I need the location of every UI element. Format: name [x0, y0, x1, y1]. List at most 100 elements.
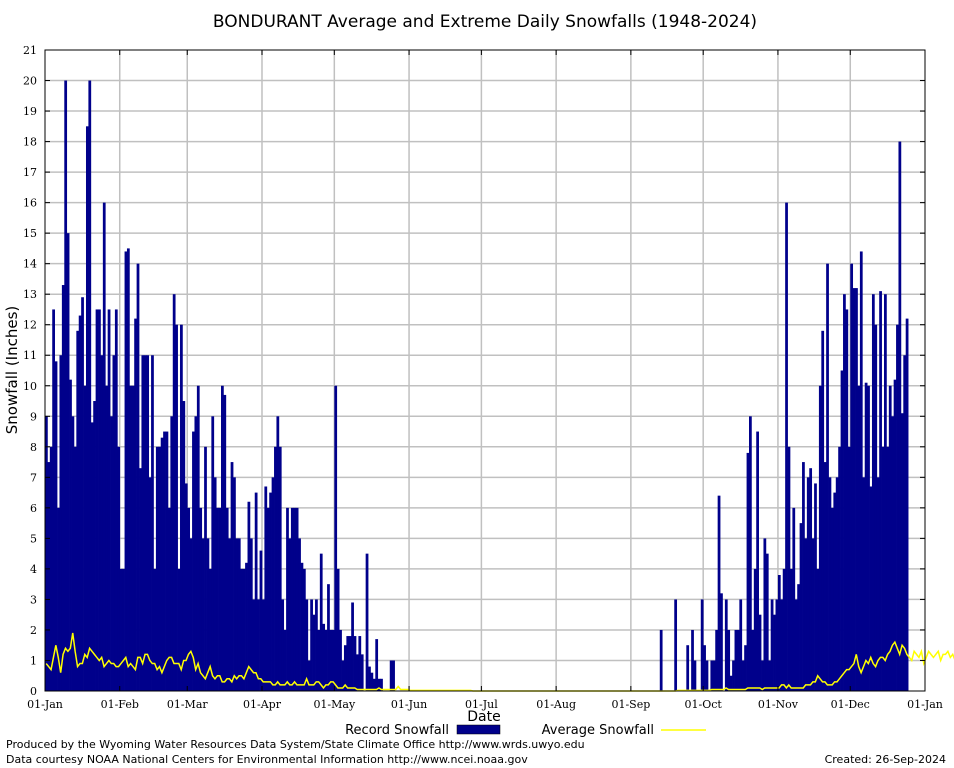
record-snowfall-bar: [358, 636, 362, 691]
y-tick-label: 9: [30, 410, 37, 423]
y-tick-label: 11: [23, 349, 37, 362]
record-snowfall-bar: [773, 614, 776, 691]
record-snowfall-bar: [175, 324, 178, 691]
record-snowfall-bar: [732, 660, 735, 691]
record-snowfall-bar: [351, 602, 354, 691]
record-snowfall-bar: [61, 285, 65, 691]
record-snowfall-bar: [712, 660, 716, 691]
y-tick-label: 20: [23, 75, 37, 88]
record-snowfall-bar: [160, 437, 164, 691]
y-tick-label: 3: [30, 593, 37, 606]
record-snowfall-bar: [659, 629, 663, 691]
record-snowfall-bar: [223, 394, 227, 691]
chart-title: BONDURANT Average and Extreme Daily Snow…: [213, 12, 757, 32]
record-snowfall-bar: [242, 568, 246, 691]
record-snowfall-bar: [903, 355, 907, 691]
record-snowfall-bar: [83, 385, 87, 691]
record-snowfall-bar: [789, 568, 793, 691]
record-snowfall-bar: [310, 599, 313, 691]
record-snowfall-bar: [78, 315, 82, 691]
record-snowfall-bar: [749, 416, 752, 691]
record-snowfall-bar: [247, 501, 251, 691]
record-snowfall-bar: [674, 599, 678, 691]
record-snowfall-bar: [261, 599, 265, 691]
record-snowfall-bar: [802, 462, 805, 691]
record-snowfall-bar: [859, 251, 863, 691]
record-snowfall-bar: [230, 462, 234, 691]
record-snowfall-bar: [271, 477, 275, 691]
record-snowfall-bar: [151, 355, 154, 691]
record-snowfall-bar: [293, 507, 297, 691]
record-snowfall-bar: [73, 446, 77, 691]
record-snowfall-bar: [888, 385, 892, 691]
y-tick-label: 7: [30, 471, 37, 484]
x-tick-label: 01-Nov: [758, 698, 799, 711]
record-snowfall-bar: [857, 385, 861, 691]
record-snowfall-bar: [201, 538, 205, 691]
record-snowfall-bar: [329, 629, 333, 691]
record-snowfall-bar: [770, 599, 774, 691]
record-snowfall-bar: [264, 486, 268, 691]
x-tick-label: 01-Sep: [611, 698, 650, 711]
y-tick-label: 6: [30, 502, 37, 515]
record-snowfall-bar: [794, 599, 798, 691]
record-snowfall-bar: [806, 477, 810, 691]
record-snowfall-bar: [761, 660, 764, 691]
record-snowfall-bar: [828, 477, 832, 691]
record-snowfall-bar: [54, 361, 58, 691]
record-snowfall-bar: [792, 507, 796, 691]
record-snowfall-bar: [818, 385, 822, 691]
record-snowfall-bar: [110, 416, 113, 691]
y-tick-label: 1: [30, 654, 37, 667]
record-snowfall-bar: [331, 629, 335, 691]
record-snowfall-bar: [879, 291, 882, 691]
y-tick-label: 2: [30, 624, 37, 637]
record-snowfall-bar: [346, 636, 350, 691]
record-snowfall-bar: [189, 538, 193, 691]
record-snowfall-bar: [741, 660, 745, 691]
x-tick-label: 01-Jan: [27, 698, 63, 711]
record-snowfall-bar: [780, 599, 784, 691]
record-snowfall-bar: [782, 568, 786, 691]
legend: Record Snowfall Average Snowfall: [345, 723, 706, 738]
record-snowfall-bar: [389, 660, 393, 691]
record-snowfall-bar: [131, 385, 135, 691]
record-snowfall-bar: [288, 538, 292, 691]
record-snowfall-bar: [233, 477, 236, 691]
record-snowfall-bar: [720, 593, 723, 691]
record-snowfall-bar: [336, 568, 340, 691]
record-snowfall-bar: [69, 379, 72, 691]
record-snowfall-bar: [826, 263, 829, 691]
record-snowfall-bar: [830, 507, 834, 691]
record-snowfall-bar: [107, 309, 111, 691]
record-snowfall-bar: [886, 446, 890, 691]
record-snowfall-bar: [237, 538, 241, 691]
record-snowfall-bar: [339, 629, 342, 691]
record-snowfall-bar: [136, 263, 140, 691]
x-tick-label: 01-Jul: [465, 698, 498, 711]
record-snowfall-bar: [177, 568, 181, 691]
record-snowfall-bar: [199, 507, 203, 691]
record-snowfall-bar: [700, 599, 704, 691]
x-axis-label: Date: [467, 709, 500, 725]
x-tick-label: 01-Jan: [907, 698, 943, 711]
record-snowfall-bar: [768, 660, 772, 691]
record-snowfall-bar: [353, 636, 357, 691]
record-snowfall-bar: [225, 507, 229, 691]
record-snowfall-bar: [356, 654, 359, 691]
record-snowfall-bar: [57, 507, 60, 691]
record-snowfall-bar: [93, 401, 96, 691]
record-snowfall-bar: [341, 660, 345, 691]
record-snowfall-bar: [814, 483, 817, 691]
record-snowfall-bar: [218, 507, 222, 691]
record-snowfall-bar: [204, 446, 207, 691]
record-snowfall-bar: [843, 294, 846, 691]
footer-produced-by: Produced by the Wyoming Water Resources …: [6, 738, 585, 751]
record-snowfall-bar: [775, 599, 779, 691]
record-snowfall-bar: [302, 568, 306, 691]
record-snowfall-bar: [221, 385, 224, 691]
record-snowfall-bar: [249, 538, 253, 691]
record-snowfall-bar: [884, 294, 887, 691]
y-tick-label: 5: [30, 532, 37, 545]
record-snowfall-bar: [896, 324, 899, 691]
